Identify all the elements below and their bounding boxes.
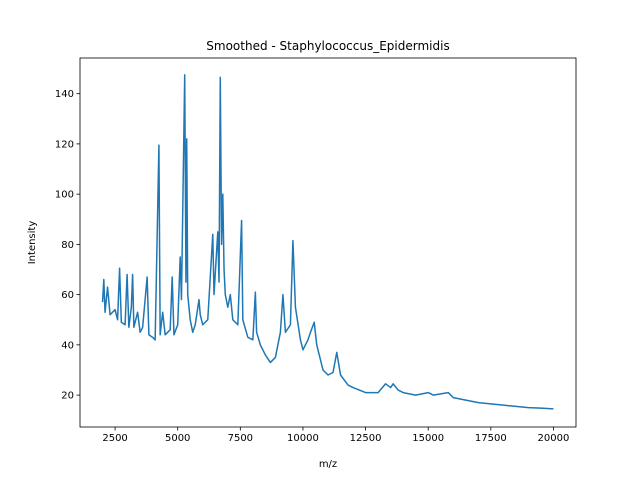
x-axis-label: m/z bbox=[319, 459, 337, 470]
y-tick-label: 100 bbox=[55, 190, 74, 201]
plot-frame bbox=[79, 57, 577, 428]
x-tick-label: 2500 bbox=[102, 433, 127, 444]
y-tick-label: 60 bbox=[61, 290, 74, 301]
x-tick-label: 17500 bbox=[475, 433, 507, 444]
y-tick-label: 140 bbox=[55, 89, 74, 100]
y-tick-label: 40 bbox=[61, 340, 74, 351]
x-tick-label: 12500 bbox=[350, 433, 382, 444]
y-tick-label: 20 bbox=[61, 391, 74, 402]
y-tick-label: 120 bbox=[55, 139, 74, 150]
line bbox=[101, 74, 554, 410]
x-tick-label: 10000 bbox=[287, 433, 319, 444]
y-tick-label: 80 bbox=[61, 240, 74, 251]
x-tick-label: 15000 bbox=[412, 433, 444, 444]
x-tick-label: 20000 bbox=[538, 433, 570, 444]
chart-title: Smoothed - Staphylococcus_Epidermidis bbox=[206, 39, 449, 53]
y-axis-label: Intensity bbox=[27, 221, 38, 265]
x-tick-label: 7500 bbox=[228, 433, 253, 444]
x-tick-label: 5000 bbox=[165, 433, 190, 444]
